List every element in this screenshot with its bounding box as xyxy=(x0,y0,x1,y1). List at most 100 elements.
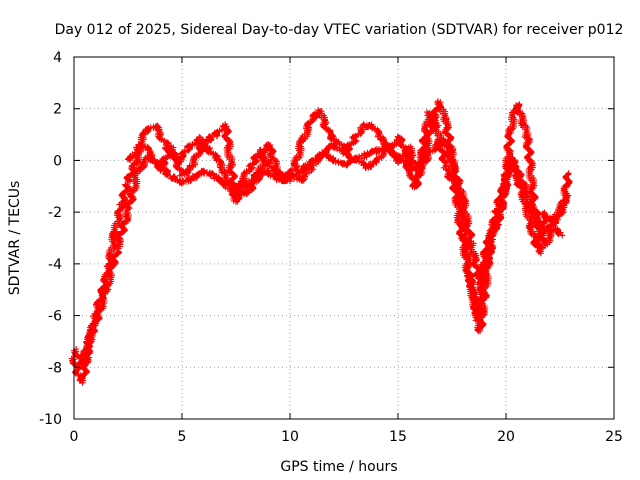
series-track-a xyxy=(68,135,573,386)
data-point xyxy=(211,175,218,182)
data-point xyxy=(163,141,170,148)
plot-frame xyxy=(73,56,615,420)
data-point xyxy=(405,144,412,151)
x-tick-label: 25 xyxy=(605,429,623,445)
data-point xyxy=(213,157,220,164)
data-point xyxy=(425,110,432,117)
data-point xyxy=(200,167,207,174)
data-point xyxy=(559,232,566,239)
data-point xyxy=(515,172,522,179)
y-tick-label: -10 xyxy=(39,412,62,428)
data-points xyxy=(68,98,573,386)
data-point xyxy=(168,144,175,151)
data-point xyxy=(384,141,391,148)
data-point xyxy=(189,162,196,169)
data-point xyxy=(86,338,93,345)
data-point xyxy=(265,141,272,148)
data-point xyxy=(360,121,367,128)
data-point xyxy=(297,167,304,174)
data-point xyxy=(563,193,570,200)
data-point xyxy=(299,136,306,143)
data-point xyxy=(211,131,218,138)
data-point xyxy=(541,211,548,218)
data-point xyxy=(319,152,326,159)
data-point xyxy=(550,227,557,234)
data-point xyxy=(377,136,384,143)
data-point xyxy=(125,206,131,213)
data-point xyxy=(477,328,484,335)
data-point xyxy=(535,247,542,254)
data-point xyxy=(135,141,142,148)
data-point xyxy=(481,271,488,278)
data-point xyxy=(373,149,380,156)
y-tick-label: -8 xyxy=(48,360,62,376)
data-point xyxy=(436,100,443,107)
y-tick-label: 4 xyxy=(53,50,62,66)
data-point xyxy=(135,165,142,172)
data-point xyxy=(330,154,337,161)
data-point xyxy=(524,193,531,200)
data-point xyxy=(520,121,527,128)
data-point xyxy=(112,229,119,236)
data-point xyxy=(369,123,376,130)
data-point xyxy=(341,160,347,167)
data-point xyxy=(179,180,185,187)
x-tick-label: 10 xyxy=(281,429,299,445)
data-point xyxy=(451,180,458,187)
data-point xyxy=(168,175,175,182)
data-point xyxy=(507,126,514,133)
data-point xyxy=(179,170,185,177)
data-point xyxy=(474,315,481,322)
series-track-c xyxy=(70,109,566,370)
data-point xyxy=(459,237,466,244)
data-point xyxy=(468,284,475,291)
y-tick-label: 0 xyxy=(53,153,62,169)
data-point xyxy=(189,172,196,179)
data-point xyxy=(554,209,561,216)
series-markers xyxy=(68,135,573,384)
data-point xyxy=(325,128,332,135)
data-point xyxy=(498,198,505,205)
data-point xyxy=(248,165,255,172)
data-point xyxy=(373,157,380,164)
data-point xyxy=(233,198,239,205)
data-point xyxy=(146,152,153,159)
data-point xyxy=(291,162,298,169)
data-point xyxy=(125,178,131,185)
data-point xyxy=(265,160,272,167)
data-point xyxy=(330,144,337,151)
x-tick-label: 15 xyxy=(389,429,407,445)
grid-lines xyxy=(74,57,614,419)
data-point xyxy=(334,139,341,146)
data-point xyxy=(442,162,449,169)
x-axis-label: GPS time / hours xyxy=(280,459,397,475)
data-point xyxy=(144,128,151,135)
data-point xyxy=(451,167,458,174)
data-point xyxy=(308,118,315,125)
data-point xyxy=(362,152,369,159)
data-point xyxy=(196,134,203,141)
data-point xyxy=(222,121,229,128)
data-point xyxy=(114,245,121,252)
x-tick-label: 0 xyxy=(70,429,79,445)
data-point xyxy=(395,134,401,141)
data-point xyxy=(79,379,86,386)
data-point xyxy=(222,170,229,177)
data-point xyxy=(490,232,497,239)
data-point xyxy=(243,191,250,198)
data-point xyxy=(297,175,304,182)
data-point xyxy=(185,147,192,154)
data-point xyxy=(351,157,358,164)
data-point xyxy=(118,203,125,210)
data-point xyxy=(513,103,520,110)
data-point xyxy=(362,165,369,172)
data-point xyxy=(541,242,548,249)
data-point xyxy=(433,123,440,130)
data-point xyxy=(459,196,466,203)
chart-title: Day 012 of 2025, Sidereal Day-to-day VTE… xyxy=(55,22,624,38)
data-point xyxy=(468,240,475,247)
data-point xyxy=(412,183,419,190)
data-point xyxy=(282,178,289,185)
data-point xyxy=(153,123,160,130)
